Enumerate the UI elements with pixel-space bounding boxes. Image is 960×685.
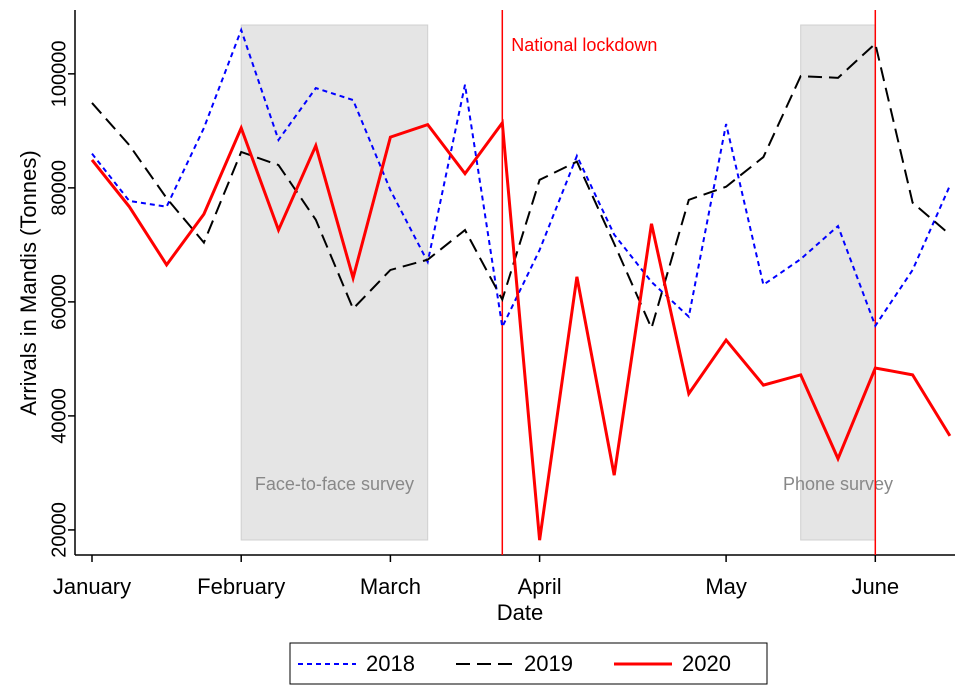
x-tick-label: May [705,574,747,599]
series-line [91,26,951,331]
x-tick-label: January [53,574,131,599]
region-label: Face-to-face survey [255,474,414,494]
y-tick-label: 40000 [48,388,70,444]
shaded-region [800,24,876,541]
x-axis-label: Date [497,600,543,625]
legend-label: 2019 [524,651,573,676]
y-axis-label: Arrivals in Mandis (Tonnes) [16,150,41,415]
x-tick-label: March [360,574,421,599]
legend-box [289,642,768,685]
y-tick-label: 20000 [48,502,70,558]
shaded-region [240,24,429,541]
series-line [90,118,952,541]
y-tick-label: 60000 [48,274,70,330]
region-label: Phone survey [783,474,893,494]
vertical-line-label: National lockdown [511,35,657,55]
x-tick-label: June [851,574,899,599]
y-tick-label: 80000 [48,160,70,216]
series-line [91,41,951,332]
x-tick-label: April [518,574,562,599]
x-tick-label: February [197,574,285,599]
legend-label: 2018 [366,651,415,676]
y-tick-label: 100000 [48,40,70,107]
legend-label: 2020 [682,651,731,676]
